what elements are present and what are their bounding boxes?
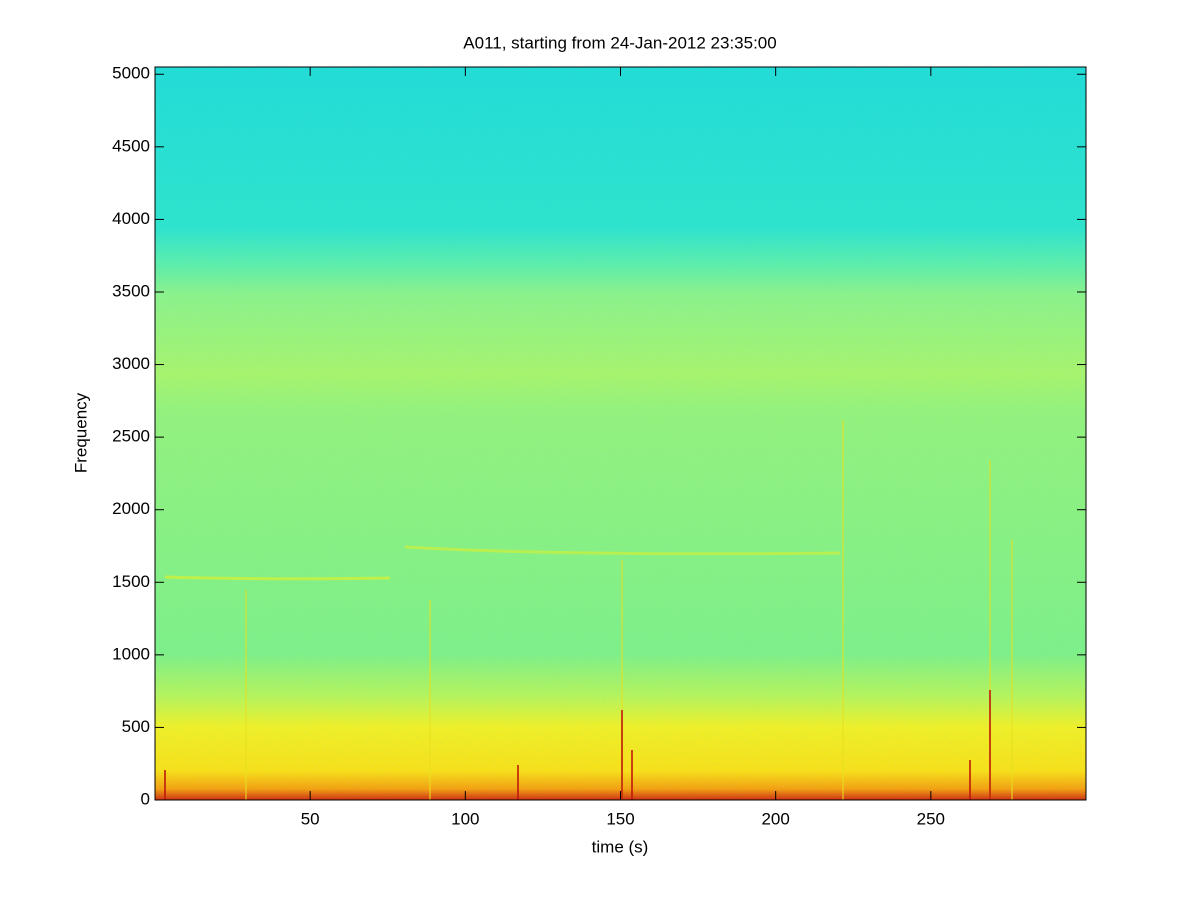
y-tick-label: 2500 <box>112 427 150 446</box>
x-tick-label: 100 <box>451 809 479 828</box>
y-tick-label: 2000 <box>112 499 150 518</box>
y-tick-label: 4500 <box>112 136 150 155</box>
x-axis-label: time (s) <box>592 837 649 856</box>
x-tick-label: 50 <box>301 809 320 828</box>
y-tick-label: 4000 <box>112 209 150 228</box>
x-tick-label: 150 <box>606 809 634 828</box>
x-tick-label: 200 <box>761 809 789 828</box>
y-tick-label: 5000 <box>112 64 150 83</box>
y-axis-label: Frequency <box>71 392 90 473</box>
y-tick-label: 3000 <box>112 354 150 373</box>
x-tick-label: 250 <box>917 809 945 828</box>
y-tick-label: 1000 <box>112 644 150 663</box>
y-tick-label: 500 <box>122 717 150 736</box>
spectrogram-image <box>155 67 1086 800</box>
y-tick-label: 1500 <box>112 572 150 591</box>
y-tick-label: 3500 <box>112 281 150 300</box>
y-tick-label: 0 <box>141 789 150 808</box>
chart-title: A011, starting from 24-Jan-2012 23:35:00 <box>463 33 776 52</box>
